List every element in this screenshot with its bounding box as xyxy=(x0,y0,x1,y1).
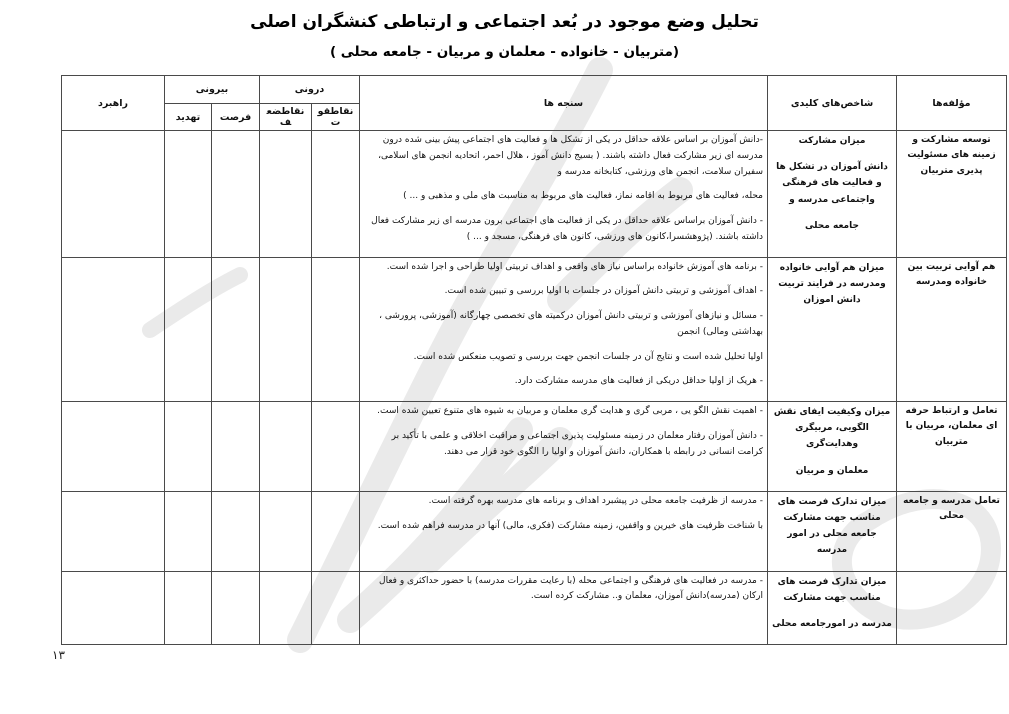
strategy-cell xyxy=(60,490,165,572)
header-external: بیرونی xyxy=(163,75,261,104)
indicator-cell: میزان مشارکت دانش آموزان در تشکل ها و فعا… xyxy=(767,130,897,258)
swot-analysis-table: مؤلفه‌ها شاخص‌های کلیدی سنجه ها درونی بی… xyxy=(60,75,1007,646)
measures-cell: - مدرسه در فعالیت های فرهنگی و اجتماعی م… xyxy=(359,570,768,646)
strategy-cell xyxy=(60,256,165,402)
indicator-cell: میزان تدارک فرصت های مناسب جهت مشارکت مدر… xyxy=(767,570,897,646)
opportunity-cell xyxy=(211,401,260,492)
table-row: توسعه مشارکت و زمینه های مسئولیت پذیری م… xyxy=(60,130,1007,258)
threat-cell xyxy=(163,570,213,646)
weaknesses-cell xyxy=(259,490,312,572)
component-cell: توسعه مشارکت و زمینه های مسئولیت پذیری م… xyxy=(896,130,1007,258)
opportunity-cell xyxy=(211,256,260,402)
header-key-indicators: شاخص‌های کلیدی xyxy=(767,75,897,131)
header-strengths: نقاطقوت xyxy=(311,103,360,131)
opportunity-cell xyxy=(211,490,260,572)
header-strategy: راهبرد xyxy=(60,75,165,131)
table-row: تعامل مدرسه و جامعه محلی میزان تدارک فرص… xyxy=(60,490,1007,572)
header-components: مؤلفه‌ها xyxy=(896,75,1007,131)
header-measures: سنجه ها xyxy=(359,75,768,131)
header-threat: تهدید xyxy=(163,103,213,131)
measures-cell: - اهمیت نقش الگو یی ، مربی گری و هدایت گ… xyxy=(359,401,768,492)
threat-cell xyxy=(163,401,213,492)
measures-cell: - مدرسه از ظرفیت جامعه محلی در پیشبرد اه… xyxy=(359,490,768,572)
threat-cell xyxy=(163,256,213,402)
strengths-cell xyxy=(311,490,360,572)
opportunity-cell xyxy=(211,130,260,258)
strengths-cell xyxy=(311,401,360,492)
weaknesses-cell xyxy=(259,570,312,646)
component-cell: تعامل و ارتباط حرفه ای معلمان، مربیان با… xyxy=(896,401,1007,492)
page-number: ۱۳ xyxy=(52,648,65,662)
weaknesses-cell xyxy=(259,130,312,258)
indicator-cell: میزان تدارک فرصت های مناسب جهت مشارکت جا… xyxy=(767,490,897,572)
component-cell xyxy=(896,570,1007,646)
indicator-cell: میزان هم آوایی خانواده ومدرسه در فرایند … xyxy=(767,256,897,402)
header-opportunity: فرصت xyxy=(211,103,260,131)
table-row: تعامل و ارتباط حرفه ای معلمان، مربیان با… xyxy=(60,401,1007,492)
strengths-cell xyxy=(311,570,360,646)
strengths-cell xyxy=(311,130,360,258)
threat-cell xyxy=(163,130,213,258)
strategy-cell xyxy=(60,570,165,646)
component-cell: هم آوایی تربیت بین خانواده ومدرسه xyxy=(896,256,1007,402)
table-row: میزان تدارک فرصت های مناسب جهت مشارکت مدر… xyxy=(60,570,1007,646)
header-weaknesses: نقاطضعف xyxy=(259,103,312,131)
indicator-cell: میزان وکیفیت ایفای نقش الگویی، مربیگری و… xyxy=(767,401,897,492)
strategy-cell xyxy=(60,130,165,258)
measures-cell: - برنامه های آموزش خانواده براساس نیاز ه… xyxy=(359,256,768,402)
page-subtitle: (متربیان - خانواده - معلمان و مربیان - ج… xyxy=(329,44,680,60)
threat-cell xyxy=(163,490,213,572)
page-title: تحلیل وضع موجود در بُعد اجتماعی و ارتباط… xyxy=(250,12,759,32)
measures-cell: -دانش آموزان بر اساس علاقه حداقل در یکی … xyxy=(359,130,768,258)
weaknesses-cell xyxy=(259,256,312,402)
opportunity-cell xyxy=(211,570,260,646)
table-header-row-1: مؤلفه‌ها شاخص‌های کلیدی سنجه ها درونی بی… xyxy=(60,75,1007,131)
weaknesses-cell xyxy=(259,401,312,492)
header-internal: درونی xyxy=(259,75,360,104)
component-cell: تعامل مدرسه و جامعه محلی xyxy=(896,490,1007,572)
strategy-cell xyxy=(60,401,165,492)
table-row: هم آوایی تربیت بین خانواده ومدرسه میزان … xyxy=(60,256,1007,402)
strengths-cell xyxy=(311,256,360,402)
